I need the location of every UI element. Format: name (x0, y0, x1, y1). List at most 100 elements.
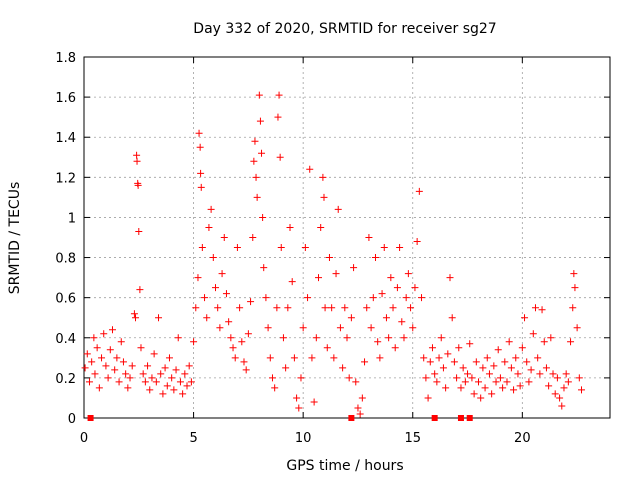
data-point (573, 324, 581, 332)
data-point (505, 338, 513, 346)
data-point (521, 314, 529, 322)
data-point (201, 294, 209, 302)
data-point (255, 91, 263, 99)
data-point (501, 358, 509, 366)
data-point (516, 382, 524, 390)
data-point (137, 344, 145, 352)
data-point (542, 364, 550, 372)
data-point (387, 274, 395, 282)
data-point (315, 274, 323, 282)
data-point (113, 354, 121, 362)
data-point (400, 334, 408, 342)
data-point (492, 378, 500, 386)
data-point (227, 334, 235, 342)
data-point (578, 386, 586, 394)
x-tick-label: 5 (189, 431, 197, 446)
data-point (284, 304, 292, 312)
data-point (279, 334, 287, 342)
data-point (453, 374, 461, 382)
data-point (545, 382, 553, 390)
no-data-markers (87, 415, 473, 421)
y-tick-label: 0.8 (55, 252, 76, 267)
data-point (413, 238, 421, 246)
data-point (134, 181, 142, 189)
data-point (231, 354, 239, 362)
data-point (93, 344, 101, 352)
data-point (479, 364, 487, 372)
data-point (157, 370, 165, 378)
data-point (507, 364, 515, 372)
data-point (225, 318, 233, 326)
data-point (510, 386, 518, 394)
data-point (435, 354, 443, 362)
data-point (352, 378, 360, 386)
data-point (439, 364, 447, 372)
data-point (558, 402, 566, 410)
data-point (534, 354, 542, 362)
no-data-marker (87, 415, 94, 421)
plot-area (83, 56, 611, 419)
data-point (108, 326, 116, 334)
data-point (271, 384, 279, 392)
data-point (106, 346, 114, 354)
data-point (252, 173, 260, 181)
data-point (468, 374, 476, 382)
data-point (385, 334, 393, 342)
data-point (523, 358, 531, 366)
data-point (132, 314, 140, 322)
data-point (391, 344, 399, 352)
data-point (485, 370, 493, 378)
data-point (185, 362, 193, 370)
data-point (104, 374, 112, 382)
data-point (409, 324, 417, 332)
data-point (404, 270, 412, 278)
x-tick-label: 15 (404, 431, 421, 446)
data-point (126, 374, 134, 382)
data-point (124, 384, 132, 392)
data-point (194, 274, 202, 282)
data-point (407, 304, 415, 312)
data-point (371, 254, 379, 262)
data-point (111, 366, 119, 374)
data-point (350, 264, 358, 272)
data-point (470, 390, 478, 398)
data-point (196, 143, 204, 151)
data-point (459, 364, 467, 372)
data-point (483, 354, 491, 362)
y-tick-label: 0.6 (55, 292, 76, 307)
data-point (402, 294, 410, 302)
data-point (273, 304, 281, 312)
data-point (83, 350, 91, 358)
y-axis-label: SRMTID / TECUs (7, 182, 23, 295)
data-point (259, 213, 267, 221)
data-point (233, 244, 241, 252)
data-point (216, 324, 224, 332)
data-point (551, 390, 559, 398)
data-point (274, 113, 282, 121)
data-point (163, 382, 171, 390)
data-point (358, 394, 366, 402)
y-tick-label: 1.8 (55, 51, 76, 66)
data-point (130, 310, 138, 318)
data-point (222, 290, 230, 298)
data-point (332, 270, 340, 278)
data-point (266, 354, 274, 362)
y-tick-label: 0.4 (55, 332, 76, 347)
data-point (161, 364, 169, 372)
data-point (367, 324, 375, 332)
data-point (494, 346, 502, 354)
data-point (488, 390, 496, 398)
data-point (319, 173, 327, 181)
data-point (431, 370, 439, 378)
data-point (448, 314, 456, 322)
data-point (115, 378, 123, 386)
data-point (85, 378, 93, 386)
data-point (172, 366, 180, 374)
data-point (247, 298, 255, 306)
data-point (415, 187, 423, 195)
data-point (428, 344, 436, 352)
data-point (256, 117, 264, 125)
data-point (98, 354, 106, 362)
data-point (503, 378, 511, 386)
